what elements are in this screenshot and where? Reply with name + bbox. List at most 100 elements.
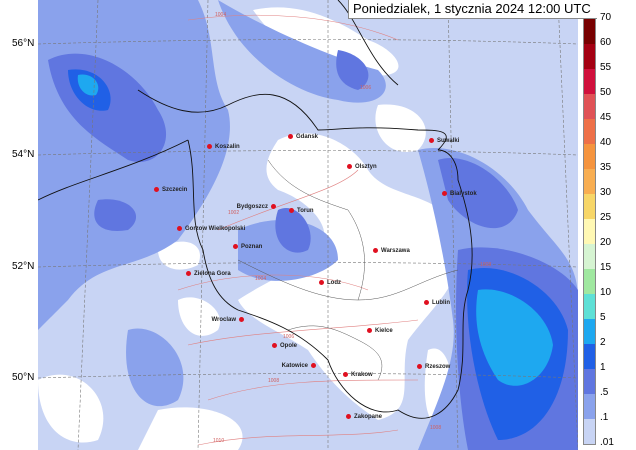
city-marker: Olsztyn	[347, 164, 377, 170]
city-name: Bydgoszcz	[236, 204, 268, 211]
city-marker: Lublin	[424, 300, 450, 306]
colorbar-bin	[584, 344, 595, 369]
colorbar-bin	[584, 94, 595, 119]
city-marker: Bialystok	[442, 191, 477, 197]
city-name: Rzeszow	[425, 364, 451, 371]
city-marker: Torun	[289, 208, 314, 214]
city-dot-icon	[442, 191, 447, 196]
colorbar-label: 2	[600, 337, 606, 348]
colorbar-label: 30	[600, 187, 612, 198]
city-name: Wroclaw	[211, 317, 236, 324]
isobar-label: 1004	[255, 276, 267, 282]
colorbar-label: 60	[600, 37, 612, 48]
colorbar-label: 45	[600, 112, 612, 123]
colorbar-bin	[584, 219, 595, 244]
colorbar-bin	[584, 69, 595, 94]
city-marker: Gorzow Wielkopolski	[177, 226, 245, 232]
city-name: Szczecin	[162, 187, 188, 194]
city-marker: Bydgoszcz	[237, 204, 276, 210]
city-dot-icon	[424, 300, 429, 305]
city-name: Poznan	[241, 244, 263, 251]
colorbar-bin	[584, 44, 595, 69]
colorbar-bin	[584, 169, 595, 194]
city-dot-icon	[207, 144, 212, 149]
city-marker: Zielona Gora	[186, 271, 231, 277]
city-marker: Suwalki	[429, 138, 459, 144]
city-marker: Gdansk	[288, 134, 318, 140]
city-marker: Opole	[272, 343, 297, 349]
isobar-label: 1002	[228, 210, 240, 216]
colorbar-label: .5	[600, 387, 609, 398]
lat-label-50: 50°N	[12, 372, 35, 383]
city-name: Torun	[297, 208, 314, 215]
colorbar-label: 1	[600, 362, 606, 373]
colorbar-label: 55	[600, 62, 612, 73]
colorbar-label: .01	[600, 437, 614, 448]
precipitation-map	[38, 0, 578, 450]
city-name: Koszalin	[215, 144, 240, 151]
city-dot-icon	[429, 138, 434, 143]
city-dot-icon	[373, 248, 378, 253]
colorbar-label: 10	[600, 287, 612, 298]
city-dot-icon	[311, 363, 316, 368]
city-marker: Kielce	[367, 328, 393, 334]
colorbar-label: 40	[600, 137, 612, 148]
isobar-label: 1006	[360, 85, 372, 91]
city-dot-icon	[186, 271, 191, 276]
city-marker: Wroclaw	[211, 317, 244, 323]
city-name: Opole	[280, 343, 298, 350]
city-name: Kielce	[375, 328, 393, 335]
city-name: Krakow	[351, 372, 373, 379]
colorbar-bin	[584, 294, 595, 319]
city-dot-icon	[272, 343, 277, 348]
isobar-label: 1008	[268, 378, 280, 384]
colorbar-label: 35	[600, 162, 612, 173]
city-dot-icon	[343, 372, 348, 377]
city-marker: Warszawa	[373, 248, 410, 254]
city-name: Lodz	[327, 280, 341, 287]
colorbar-label: 15	[600, 262, 612, 273]
city-name: Bialystok	[450, 191, 477, 198]
city-name: Gdansk	[296, 134, 319, 141]
isobar-label: 1008	[480, 262, 492, 268]
city-marker: Zakopane	[346, 414, 382, 420]
isobars	[177, 14, 419, 446]
city-name: Zielona Gora	[194, 271, 231, 278]
colorbar-label: .1	[600, 412, 609, 423]
colorbar-bin	[584, 319, 595, 344]
city-marker: Krakow	[343, 372, 373, 378]
city-dot-icon	[239, 317, 244, 322]
city-dot-icon	[288, 134, 293, 139]
city-marker: Szczecin	[154, 187, 187, 193]
city-dot-icon	[233, 244, 238, 249]
lat-label-56: 56°N	[12, 38, 35, 49]
colorbar-label: 50	[600, 87, 612, 98]
city-name: Lublin	[432, 300, 450, 307]
city-name: Olsztyn	[355, 164, 377, 171]
city-name: Katowice	[281, 363, 308, 370]
borders	[38, 0, 473, 419]
city-dot-icon	[346, 414, 351, 419]
city-marker: Lodz	[319, 280, 341, 286]
colorbar	[583, 18, 596, 445]
precipitation-field	[38, 0, 578, 450]
city-dot-icon	[177, 226, 182, 231]
city-name: Warszawa	[381, 248, 410, 255]
colorbar-label: 25	[600, 212, 612, 223]
colorbar-bin	[584, 419, 595, 444]
city-dot-icon	[367, 328, 372, 333]
isobar-label: 1008	[430, 425, 442, 431]
colorbar-bin	[584, 369, 595, 394]
very-heavy-precip-areas	[77, 74, 553, 386]
city-dot-icon	[289, 208, 294, 213]
colorbar-bin	[584, 144, 595, 169]
city-marker: Katowice	[282, 363, 316, 369]
colorbar-bin	[584, 269, 595, 294]
colorbar-bin	[584, 194, 595, 219]
city-marker: Koszalin	[207, 144, 240, 150]
city-name: Zakopane	[354, 414, 383, 421]
colorbar-bin	[584, 19, 595, 44]
city-marker: Poznan	[233, 244, 262, 250]
city-marker: Rzeszow	[417, 364, 450, 370]
colorbar-label: 70	[600, 12, 612, 23]
